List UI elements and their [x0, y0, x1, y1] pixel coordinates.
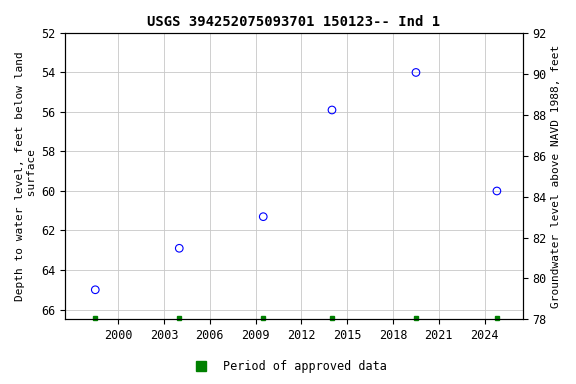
Point: [175, 245, 184, 252]
Legend: Period of approved data: Period of approved data: [185, 356, 391, 378]
Point: [327, 107, 336, 113]
Title: USGS 394252075093701 150123-- Ind 1: USGS 394252075093701 150123-- Ind 1: [147, 15, 441, 29]
Y-axis label: Groundwater level above NAVD 1988, feet: Groundwater level above NAVD 1988, feet: [551, 45, 561, 308]
Y-axis label: Depth to water level, feet below land
 surface: Depth to water level, feet below land su…: [15, 51, 37, 301]
Point: [259, 214, 268, 220]
Point: [411, 70, 420, 76]
Point: [492, 188, 502, 194]
Point: [90, 287, 100, 293]
